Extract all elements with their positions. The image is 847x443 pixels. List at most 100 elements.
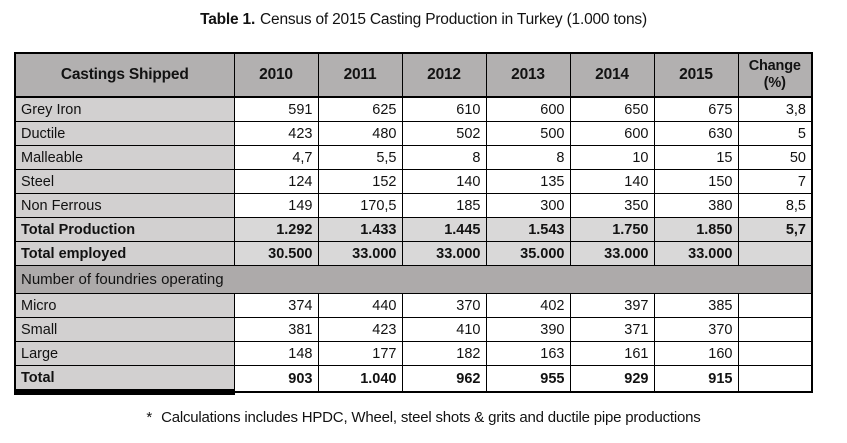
cell-2011: 440 [317,293,403,318]
cell-2015: 160 [653,341,739,366]
cell-2012: 962 [401,365,487,393]
table-caption-text: Census of 2015 Casting Production in Tur… [260,11,647,28]
cell-2012: 370 [401,293,487,318]
header-year-2012: 2012 [401,52,487,98]
cell-change [737,341,813,366]
cell-change: 3,8 [737,96,813,122]
cell-2011: 170,5 [317,193,403,218]
cell-2010: 124 [233,169,319,194]
cell-change: 5,7 [737,217,813,242]
cell-2010: 381 [233,317,319,342]
row-label: Grey Iron [14,96,235,122]
cell-2011: 33.000 [317,241,403,266]
cell-2013: 600 [485,96,571,122]
cell-2010: 30.500 [233,241,319,266]
cell-2015: 150 [653,169,739,194]
header-year-2014: 2014 [569,52,655,98]
cell-2014: 371 [569,317,655,342]
cell-2014: 1.750 [569,217,655,242]
table-footnote: * Calculations includes HPDC, Wheel, stee… [0,409,847,426]
cell-change: 50 [737,145,813,170]
cell-2013: 955 [485,365,571,393]
header-year-2013: 2013 [485,52,571,98]
cell-2015: 370 [653,317,739,342]
cell-2014: 650 [569,96,655,122]
header-year-2015: 2015 [653,52,739,98]
cell-change [737,317,813,342]
cell-2010: 1.292 [233,217,319,242]
cell-change: 5 [737,121,813,146]
cell-2010: 4,7 [233,145,319,170]
cell-2015: 630 [653,121,739,146]
cell-change [737,365,813,393]
cell-2010: 423 [233,121,319,146]
cell-2014: 929 [569,365,655,393]
cell-2013: 8 [485,145,571,170]
row-label: Total Production [14,217,235,242]
header-year-2010: 2010 [233,52,319,98]
cell-2014: 600 [569,121,655,146]
cell-2015: 675 [653,96,739,122]
cell-2014: 10 [569,145,655,170]
cell-change [737,241,813,266]
row-ductile: Ductile 423 480 502 500 600 630 5 [14,121,813,146]
cell-2012: 140 [401,169,487,194]
row-label: Ductile [14,121,235,146]
cell-2015: 33.000 [653,241,739,266]
cell-2012: 410 [401,317,487,342]
section-band-row: Number of foundries operating [14,265,813,294]
cell-2013: 135 [485,169,571,194]
cell-2012: 610 [401,96,487,122]
cell-2012: 182 [401,341,487,366]
table-caption: Table 1. Census of 2015 Casting Productio… [0,11,847,29]
cell-2011: 1.433 [317,217,403,242]
cell-2012: 502 [401,121,487,146]
cell-change: 8,5 [737,193,813,218]
cell-2012: 33.000 [401,241,487,266]
cell-2013: 390 [485,317,571,342]
footnote-asterisk: * [146,409,153,426]
cell-2015: 385 [653,293,739,318]
cell-2010: 591 [233,96,319,122]
table-caption-number: Table 1. [200,11,256,28]
row-micro: Micro 374 440 370 402 397 385 [14,293,813,318]
header-row: Castings Shipped 2010 2011 2012 2013 201… [14,52,813,98]
cell-2014: 397 [569,293,655,318]
cell-2011: 5,5 [317,145,403,170]
row-label: Large [14,341,235,366]
cell-2013: 500 [485,121,571,146]
header-change-line1: Change [748,58,801,75]
row-label: Non Ferrous [14,193,235,218]
cell-2014: 140 [569,169,655,194]
cell-2011: 480 [317,121,403,146]
cell-2012: 1.445 [401,217,487,242]
cell-2013: 402 [485,293,571,318]
row-label: Steel [14,169,235,194]
row-non-ferrous: Non Ferrous 149 170,5 185 300 350 380 8,… [14,193,813,218]
cell-2015: 15 [653,145,739,170]
cell-2013: 1.543 [485,217,571,242]
row-label: Total [14,365,235,395]
cell-2013: 35.000 [485,241,571,266]
row-label: Total employed [14,241,235,266]
cell-2015: 1.850 [653,217,739,242]
row-label: Small [14,317,235,342]
section-band-label: Number of foundries operating [14,265,813,294]
cell-2012: 8 [401,145,487,170]
row-grey-iron: Grey Iron 591 625 610 600 650 675 3,8 [14,96,813,122]
header-year-2011: 2011 [317,52,403,98]
row-total-employed: Total employed 30.500 33.000 33.000 35.0… [14,241,813,266]
cell-2014: 33.000 [569,241,655,266]
cell-2010: 148 [233,341,319,366]
row-steel: Steel 124 152 140 135 140 150 7 [14,169,813,194]
cell-2010: 149 [233,193,319,218]
header-castings-shipped: Castings Shipped [14,52,235,98]
cell-2011: 423 [317,317,403,342]
row-foundries-total: Total 903 1.040 962 955 929 915 [14,365,813,395]
cell-2013: 300 [485,193,571,218]
cell-2010: 903 [233,365,319,393]
cell-change [737,293,813,318]
cell-2015: 380 [653,193,739,218]
cell-2012: 185 [401,193,487,218]
cell-2014: 161 [569,341,655,366]
